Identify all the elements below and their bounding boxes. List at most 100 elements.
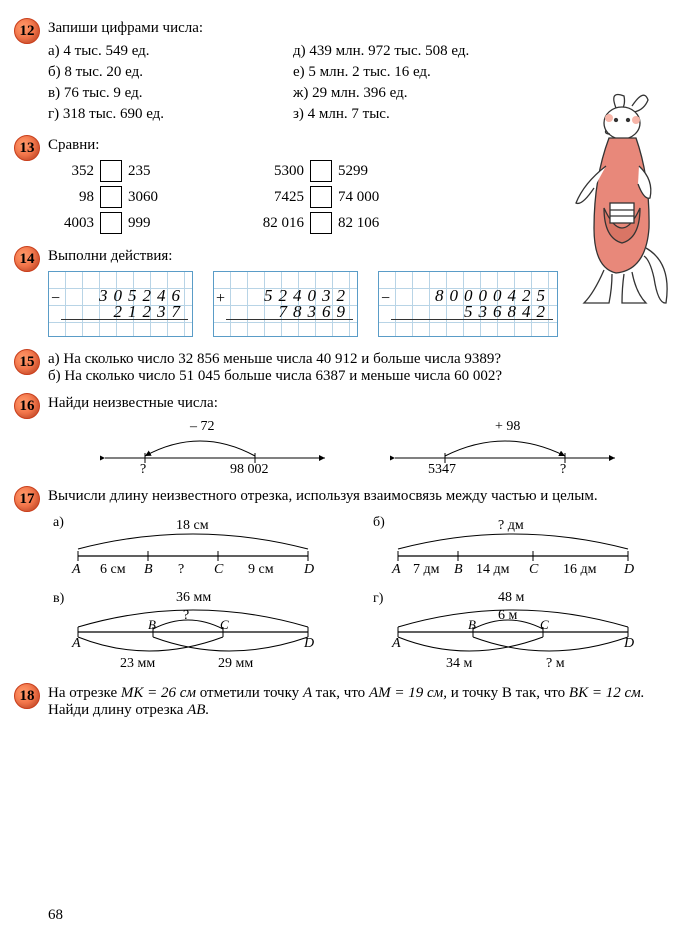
compare-box: [310, 160, 332, 182]
numline-left: – 72 ? 98 002: [100, 418, 330, 478]
sign-3: −: [381, 290, 390, 308]
task-number-15: 15: [14, 349, 40, 375]
t12-b: б) 8 тыс. 20 ед.: [48, 64, 293, 81]
svg-text:а): а): [53, 515, 64, 530]
numline-right: + 98 5347 ?: [390, 418, 620, 478]
svg-text:? дм: ? дм: [498, 518, 524, 533]
task-15: 15 а) На сколько число 32 856 меньше чис…: [48, 351, 672, 385]
segment-v: в) 36 мм ? A B C D 23 мм 29 мм: [48, 587, 338, 675]
svg-text:9 см: 9 см: [248, 562, 274, 577]
svg-text:B: B: [144, 562, 153, 577]
hr-3: [391, 319, 553, 320]
kangaroo-illustration: [554, 88, 674, 318]
svg-text:?: ?: [140, 462, 146, 477]
task-12-left-col: а) 4 тыс. 549 ед. б) 8 тыс. 20 ед. в) 76…: [48, 43, 293, 127]
t12-g: г) 318 тыс. 690 ед.: [48, 106, 293, 123]
task-number-16: 16: [14, 393, 40, 419]
svg-text:C: C: [540, 617, 549, 632]
svg-text:C: C: [529, 562, 539, 577]
svg-text:D: D: [623, 562, 634, 577]
segment-g: г) 48 м 6 м A B C D 34 м ? м: [368, 587, 658, 675]
t12-e: е) 5 млн. 2 тыс. 16 ед.: [293, 64, 538, 81]
c-r2a: 82 016: [248, 215, 310, 232]
svg-text:A: A: [71, 562, 81, 577]
task-16-title: Найди неизвестные числа:: [48, 395, 672, 412]
task-number-13: 13: [14, 135, 40, 161]
svg-text:в): в): [53, 591, 65, 606]
c-r1a: 7425: [248, 189, 310, 206]
svg-text:B: B: [468, 617, 476, 632]
task-18: 18 На отрезке MK = 26 см отметили точку …: [48, 685, 672, 719]
svg-text:29 мм: 29 мм: [218, 656, 253, 671]
svg-text:23 мм: 23 мм: [120, 656, 155, 671]
svg-text:5347: 5347: [428, 462, 456, 477]
svg-text:36 мм: 36 мм: [176, 590, 211, 605]
task-12-title: Запиши цифрами числа:: [48, 20, 672, 37]
svg-text:7 дм: 7 дм: [413, 562, 440, 577]
arith-block-2: + 524032 78369: [213, 271, 358, 337]
svg-text:A: A: [71, 636, 81, 651]
compare-box: [100, 160, 122, 182]
compare-box: [310, 186, 332, 208]
arith-block-3: − 80000425 536842: [378, 271, 558, 337]
svg-text:A: A: [391, 562, 401, 577]
hr-2: [226, 319, 353, 320]
task-number-14: 14: [14, 246, 40, 272]
svg-text:?: ?: [183, 608, 189, 623]
segment-a: а) 18 см A 6 см B ? C 9 см D: [48, 511, 338, 581]
task-17-title: Вычисли длину неизвестного отрезка, испо…: [48, 488, 672, 505]
compare-right: 5300 5299 7425 74 000 82 016 82 106: [248, 160, 379, 238]
c-r0a: 5300: [248, 163, 310, 180]
svg-text:B: B: [148, 617, 156, 632]
hr-1: [61, 319, 188, 320]
task-16: 16 Найди неизвестные числа: – 72 ? 98 00…: [48, 395, 672, 478]
svg-text:34 м: 34 м: [446, 656, 473, 671]
c-l1a: 98: [48, 189, 100, 206]
svg-text:– 72: – 72: [189, 419, 215, 434]
compare-left: 352 235 98 3060 4003 999: [48, 160, 158, 238]
c-l0a: 352: [48, 163, 100, 180]
task-number-17: 17: [14, 486, 40, 512]
c-r0b: 5299: [332, 163, 368, 180]
svg-text:16 дм: 16 дм: [563, 562, 597, 577]
t12-a: а) 4 тыс. 549 ед.: [48, 43, 293, 60]
svg-text:? м: ? м: [546, 656, 565, 671]
t15-a: а) На сколько число 32 856 меньше числа …: [48, 351, 672, 368]
c-r1b: 74 000: [332, 189, 379, 206]
segment-b: б) ? дм A 7 дм B 14 дм C 16 дм D: [368, 511, 658, 581]
svg-text:б): б): [373, 515, 385, 530]
c-l0b: 235: [122, 163, 151, 180]
task-17: 17 Вычисли длину неизвестного отрезка, и…: [48, 488, 672, 675]
t12-d: д) 439 млн. 972 тыс. 508 ед.: [293, 43, 538, 60]
svg-text:6 см: 6 см: [100, 562, 126, 577]
task-12-right-col: д) 439 млн. 972 тыс. 508 ед. е) 5 млн. 2…: [293, 43, 538, 127]
c-l2b: 999: [122, 215, 151, 232]
c-l2a: 4003: [48, 215, 100, 232]
svg-text:48 м: 48 м: [498, 590, 525, 605]
compare-box: [100, 186, 122, 208]
c-r2b: 82 106: [332, 215, 379, 232]
sign-1: −: [51, 290, 60, 308]
page-number: 68: [48, 907, 63, 924]
task-number-12: 12: [14, 18, 40, 44]
compare-box: [100, 212, 122, 234]
t12-v: в) 76 тыс. 9 ед.: [48, 85, 293, 102]
svg-text:6 м: 6 м: [498, 608, 518, 623]
svg-text:?: ?: [560, 462, 566, 477]
sign-2: +: [216, 290, 225, 308]
svg-text:г): г): [373, 591, 384, 606]
svg-text:+ 98: + 98: [495, 419, 520, 434]
compare-box: [310, 212, 332, 234]
svg-text:18 см: 18 см: [176, 518, 209, 533]
svg-text:D: D: [303, 562, 314, 577]
svg-text:?: ?: [178, 562, 184, 577]
arith-block-1: − 305246 21237: [48, 271, 193, 337]
svg-text:98 002: 98 002: [230, 462, 269, 477]
svg-text:B: B: [454, 562, 463, 577]
svg-text:C: C: [220, 617, 229, 632]
svg-text:A: A: [391, 636, 401, 651]
task-number-18: 18: [14, 683, 40, 709]
c-l1b: 3060: [122, 189, 158, 206]
t15-b: б) На сколько число 51 045 больше числа …: [48, 368, 672, 385]
t18-text: На отрезке MK = 26 см отметили точку A т…: [48, 685, 672, 719]
